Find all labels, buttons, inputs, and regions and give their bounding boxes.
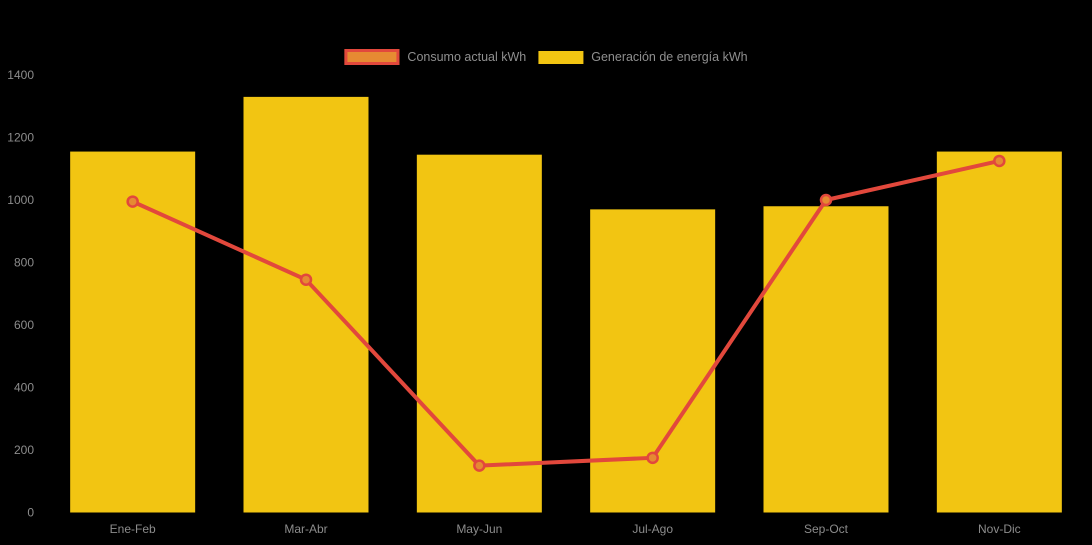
y-axis-tick-label-1000: 1000 [7, 193, 34, 207]
legend-item-consumo-actual[interactable]: Consumo actual kWh [344, 49, 526, 65]
y-axis-tick-label-200: 200 [14, 443, 34, 457]
x-axis-label-Mar-Abr: Mar-Abr [284, 522, 327, 536]
legend-swatch-line-icon [344, 49, 400, 65]
line-point-Nov-Dic[interactable] [993, 154, 1006, 168]
line-point-May-Jun[interactable] [473, 459, 486, 472]
y-axis-tick-label-800: 800 [14, 256, 34, 270]
x-axis-label-May-Jun: May-Jun [456, 522, 502, 536]
bar-Mar-Abr[interactable] [243, 96, 369, 513]
line-point-Sep-Oct[interactable] [819, 193, 833, 207]
x-axis-label-Jul-Ago: Jul-Ago [632, 522, 673, 536]
bar-Ene-Feb[interactable] [70, 151, 196, 513]
bar-Nov-Dic[interactable] [936, 151, 1062, 513]
x-axis-label-Sep-Oct: Sep-Oct [804, 522, 849, 536]
legend-swatch-bar-icon [538, 50, 584, 64]
line-point-Jul-Ago[interactable] [646, 451, 659, 465]
chart-legend: Consumo actual kWh Generación de energía… [344, 49, 748, 65]
legend-label-consumo-actual: Consumo actual kWh [407, 50, 527, 64]
y-axis-tick-label-1400: 1400 [7, 68, 34, 82]
bar-May-Jun[interactable] [416, 154, 542, 513]
line-point-Ene-Feb[interactable] [126, 195, 139, 208]
x-axis-label-Ene-Feb: Ene-Feb [110, 522, 156, 536]
bar-Jul-Ago[interactable] [590, 209, 716, 513]
y-axis-tick-label-600: 600 [14, 318, 34, 332]
bar-Sep-Oct[interactable] [763, 206, 889, 513]
x-axis-label-Nov-Dic: Nov-Dic [978, 522, 1021, 536]
y-axis-tick-label-1200: 1200 [7, 131, 34, 145]
consumption-line [130, 158, 1002, 468]
y-axis-tick-label-0: 0 [27, 506, 34, 520]
line-point-Mar-Abr[interactable] [299, 273, 313, 286]
legend-item-generacion-energia[interactable]: Generación de energía kWh [538, 50, 748, 64]
y-axis-tick-label-400: 400 [14, 381, 34, 395]
legend-label-generacion-energia: Generación de energía kWh [591, 50, 748, 64]
